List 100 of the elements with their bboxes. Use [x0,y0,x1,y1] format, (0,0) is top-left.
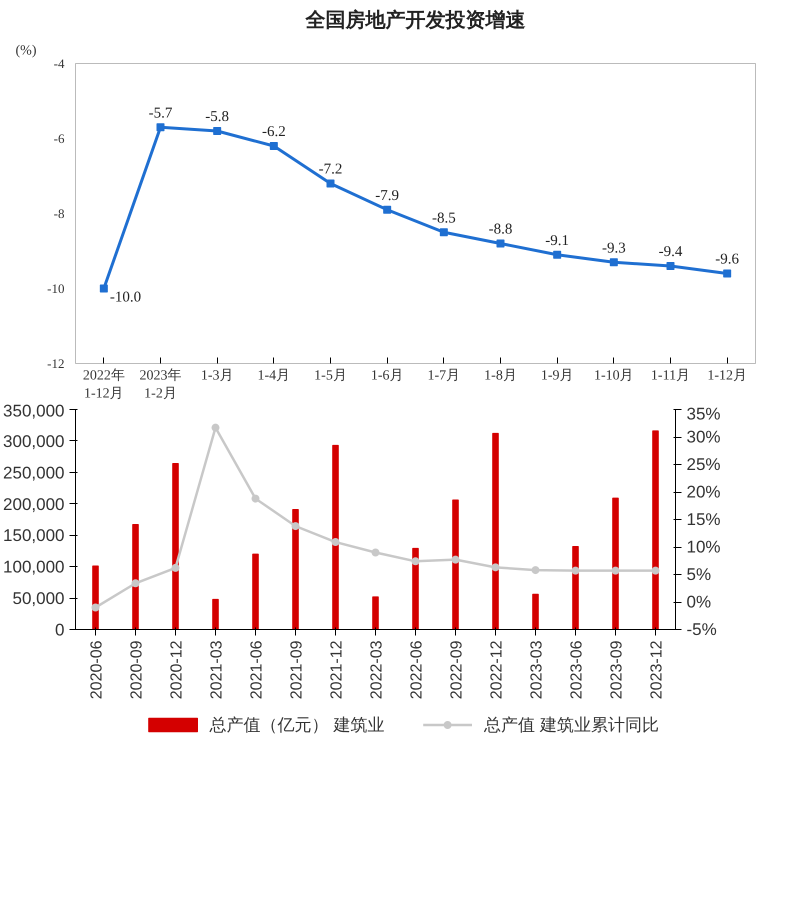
y-tick-label: 200,000 [3,494,64,514]
point [372,548,380,556]
point [270,142,278,150]
x-tick-label: 1-4月 [258,368,290,384]
bar [532,594,539,630]
y2-tick-label: 5% [686,565,712,584]
y2-tick-label: 15% [686,510,721,529]
legend-label: 总产值（亿元） 建筑业 [208,716,384,734]
x-tick-label: 1-11月 [650,368,690,384]
y2-tick-label: 10% [686,538,721,556]
x-tick-label: 2021-12 [328,640,346,700]
y2-tick-label: 20% [686,482,721,502]
point [492,563,500,572]
point [100,284,108,292]
y-tick-label: 250,000 [3,463,64,482]
x-tick-label: 1-8月 [484,368,517,384]
bar [132,524,139,630]
y-tick-label: 300,000 [3,432,64,451]
point [156,123,164,132]
y-tick-label: -10 [47,281,65,296]
x-tick-label: 2021-06 [248,640,266,700]
x-tick-label: 2022-09 [448,640,466,700]
x-tick-label: 2022-12 [488,640,506,700]
x-tick-label: 1-6月 [370,368,404,384]
x-tick-label: 2020-06 [88,640,106,700]
y2-tick-label: 35% [686,404,721,424]
data-label: -8.8 [488,222,512,238]
bar [612,498,619,630]
point [132,579,140,588]
point [496,240,504,248]
data-label: -6.2 [262,124,286,140]
x-tick-label: 2022-06 [408,640,426,700]
bar [412,548,419,630]
point [252,494,260,503]
y2-tick-label: -5% [686,620,717,639]
x-tick-label: 1-7月 [428,368,460,384]
y-tick-label: -8 [54,206,65,221]
x-tick-label: 1-10月 [594,368,634,384]
data-label: -9.4 [658,244,683,260]
data-label: -9.1 [545,232,570,249]
point [212,424,220,432]
point [652,566,660,575]
bar [252,554,259,630]
data-label: -10.0 [110,290,142,306]
data-label: -7.2 [318,162,342,178]
point [213,127,222,135]
x-tick-label: 1-5月 [314,368,347,384]
point [723,270,732,278]
bar [452,500,459,630]
point [92,604,100,612]
y-axis-title: (%) [16,44,37,58]
y-tick-label: -12 [47,356,65,371]
bar [572,546,579,630]
bar [372,596,379,630]
bar [332,444,339,630]
point [572,566,580,575]
y2-tick-label: 25% [686,455,721,474]
bar [492,432,499,630]
point [172,564,180,572]
point [666,262,674,270]
point [532,566,540,574]
y-tick-label: -6 [54,131,65,146]
data-label: -5.7 [148,105,173,122]
chart-title: 全国房地产开发投资增速 [304,8,526,32]
point [452,556,460,564]
x-tick-label: 2023-03 [528,640,546,700]
x-tick-label: 2020-12 [168,640,186,700]
point [412,557,420,566]
legend-label: 总产值 建筑业累计同比 [483,716,659,734]
x-tick-label: 2023-12 [648,640,666,700]
y-tick-label: 150,000 [3,526,64,546]
y-tick-label: -4 [54,56,65,71]
x-tick-label: 2021-09 [288,640,306,700]
point [326,180,334,188]
point [610,258,618,266]
point [383,206,392,214]
bar [172,463,179,630]
y-tick-label: 0 [55,620,65,640]
bar [212,598,219,630]
x-tick-label: 2021-03 [208,640,226,700]
y2-tick-label: 30% [686,428,721,446]
x-tick-label: 2023-09 [608,640,626,700]
point [440,228,448,236]
point [292,522,300,530]
bar [652,430,659,630]
data-label: -7.9 [375,188,400,204]
point [553,250,562,259]
x-tick-label: 1-9月 [540,368,574,384]
x-tick-label: 2023-06 [568,640,586,700]
y-tick-label: 100,000 [3,558,64,577]
point [332,538,340,546]
data-label: -9.6 [715,252,740,268]
y-tick-label: 350,000 [3,402,64,420]
x-tick-label: 2022年 1-12月 [82,368,125,402]
bar [292,508,299,630]
x-tick-label: 2020-09 [128,640,146,700]
data-label: -8.5 [432,210,456,226]
x-tick-label: 2022-03 [368,640,386,700]
data-label: -5.8 [205,109,230,125]
x-tick-label: 2023年 1-2月 [140,368,182,402]
